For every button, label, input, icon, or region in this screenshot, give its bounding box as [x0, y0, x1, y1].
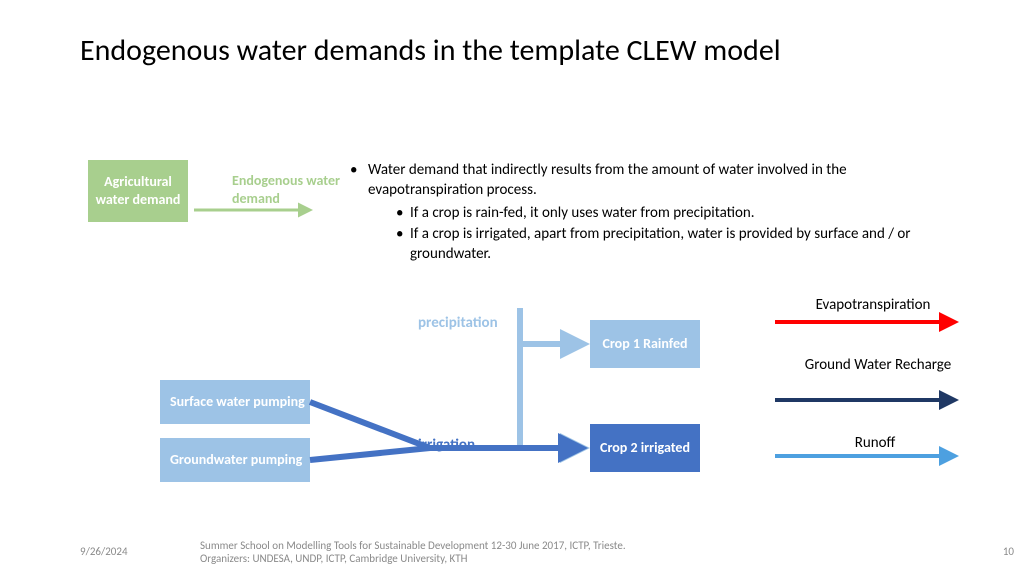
irrigation-label: irrigation	[418, 436, 475, 454]
bullet-sub1: If a crop is rain-fed, it only uses wate…	[410, 204, 755, 222]
agricultural-water-demand-box: Agricultural water demand	[88, 160, 188, 222]
evapotranspiration-label: Evapotranspiration	[788, 296, 958, 315]
crop2-irrigated-box: Crop 2 irrigated	[590, 424, 700, 472]
precipitation-label: precipitation	[418, 314, 498, 332]
bullet-sub2: If a crop is irrigated, apart from preci…	[410, 225, 911, 263]
page-title: Endogenous water demands in the template…	[80, 32, 930, 70]
groundwater-recharge-label: Ground Water Recharge	[798, 356, 958, 375]
endogenous-water-demand-label: Endogenous water demand	[232, 172, 342, 207]
surface-water-pumping-box: Surface water pumping	[160, 380, 310, 424]
footer-date: 9/26/2024	[80, 545, 128, 558]
description-bullets: Water demand that indirectly results fro…	[340, 160, 960, 265]
bullet-main: Water demand that indirectly results fro…	[368, 161, 847, 199]
footer-credit: Summer School on Modelling Tools for Sus…	[200, 539, 820, 567]
flow-diagram-svg	[0, 0, 1024, 576]
crop1-rainfed-box: Crop 1 Rainfed	[590, 320, 700, 368]
runoff-label: Runoff	[820, 434, 930, 453]
groundwater-pumping-box: Groundwater pumping	[160, 438, 310, 482]
ag-box-label: Agricultural water demand	[88, 173, 188, 209]
page-number: 10	[1003, 545, 1014, 558]
